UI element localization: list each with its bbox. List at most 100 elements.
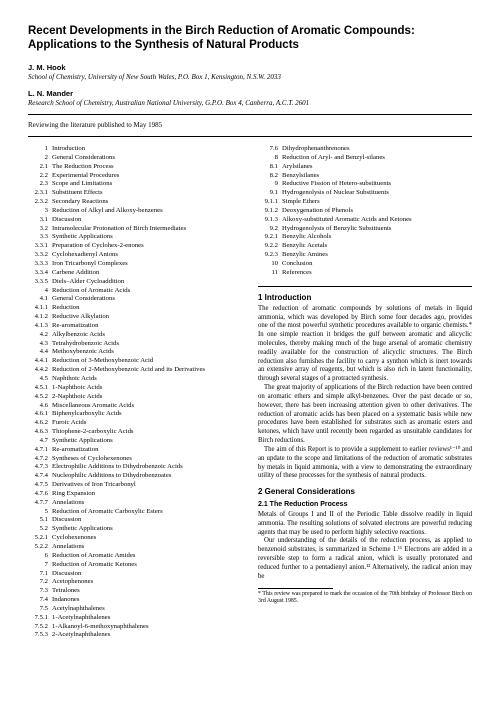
intro-paragraph-3: The aim of this Report is to provide a s… [258, 446, 472, 481]
toc-label: Reduction of Aromatic Acids [52, 287, 242, 296]
toc-number: 4.7.4 [28, 472, 52, 481]
toc-number: 7.2 [28, 578, 52, 587]
toc-label: Ring Expansion [52, 490, 242, 499]
toc-label: Reduction of Aryl- and Benzyl-silanes [282, 154, 472, 163]
toc-label: Syntheses of Cyclohexenones [52, 455, 242, 464]
toc-number: 9.2 [258, 225, 282, 234]
toc-label: Alkoxy-substituted Aromatic Acids and Ke… [282, 216, 472, 225]
toc-number: 9.2.3 [258, 251, 282, 260]
toc-entry: 7.5.11-Acetylnaphthalenes [28, 614, 242, 623]
toc-label: Annelations [52, 499, 242, 508]
toc-entry: 2.3Scope and Limitations [28, 180, 242, 189]
toc-number: 4.5.1 [28, 384, 52, 393]
toc-label: Deoxygenation of Phenols [282, 207, 472, 216]
toc-label: Synthetic Applications [52, 525, 242, 534]
toc-number: 4.5 [28, 375, 52, 384]
toc-entry: 3.3.5Diels–Alder Cycloaddition [28, 278, 242, 287]
toc-entry: 6Reduction of Aromatic Amides [28, 552, 242, 561]
toc-label: Arylsilanes [282, 163, 472, 172]
author-name: L. N. Mander [28, 89, 472, 98]
section-1-heading: 1 Introduction [258, 293, 472, 303]
toc-entry: 4.6Miscellaneous Aromatic Acids [28, 402, 242, 411]
toc-entry: 3.3.2Cyclohexadienyl Anions [28, 251, 242, 260]
toc-number: 3.3.4 [28, 269, 52, 278]
toc-number: 7.1 [28, 570, 52, 579]
toc-entry: 7.5Acetylnaphthalenes [28, 605, 242, 614]
toc-label: Experimental Procedures [52, 172, 242, 181]
toc-number: 3.3 [28, 233, 52, 242]
toc-entry: 10Conclusion [258, 260, 472, 269]
toc-entry: 4.5.11-Naphthoic Acids [28, 384, 242, 393]
toc-entry: 4.7.2Syntheses of Cyclohexenones [28, 455, 242, 464]
toc-entry: 7.5.21-Alkanoyl-6-methoxynaphthalenes [28, 623, 242, 632]
toc-number: 3.3.3 [28, 260, 52, 269]
toc-number: 9.1 [258, 189, 282, 198]
toc-number: 2.3.2 [28, 198, 52, 207]
toc-entry: 4.7.4Nucleophilic Additions to Dihydrobe… [28, 472, 242, 481]
toc-number: 4.1.2 [28, 313, 52, 322]
toc-entry: 4.5.22-Naphthoic Acids [28, 393, 242, 402]
toc-entry: 9.2.3Benzylic Amines [258, 251, 472, 260]
toc-entry: 11References [258, 269, 472, 278]
toc-label: Synthetic Applications [52, 437, 242, 446]
toc-label: Substituent Effects [52, 189, 242, 198]
toc-label: Discussion [52, 516, 242, 525]
toc-label: Acetylnaphthalenes [52, 605, 242, 614]
toc-entry: 2General Considerations [28, 154, 242, 163]
toc-entry: 4.4.2Reduction of 2-Methoxybenzoic Acid … [28, 366, 242, 375]
toc-number: 4.7 [28, 437, 52, 446]
toc-label: Introduction [52, 145, 242, 154]
toc-number: 8 [258, 154, 282, 163]
divider-bottom [28, 136, 472, 137]
right-column: 7.6Dihydrophenanthrenones8Reduction of A… [258, 145, 472, 640]
toc-number: 11 [258, 269, 282, 278]
toc-label: Tetrahydrobenzoic Acids [52, 340, 242, 349]
toc-number: 4.5.2 [28, 393, 52, 402]
author-affiliation: School of Chemistry, University of New S… [28, 73, 472, 81]
toc-entry: 4.6.2Furoic Acids [28, 419, 242, 428]
toc-entry: 7.3Tetralones [28, 587, 242, 596]
intro-paragraph-1: The reduction of aromatic compounds by s… [258, 305, 472, 384]
toc-entry: 9.1.1Simple Ethers [258, 198, 472, 207]
toc-entry: 4.1.3Re-aromatization [28, 322, 242, 331]
toc-number: 7.5.1 [28, 614, 52, 623]
section-2-1-heading: 2.1 The Reduction Process [258, 501, 472, 510]
toc-number: 8.1 [258, 163, 282, 172]
toc-label: Biphenylcarboxylic Acids [52, 410, 242, 419]
toc-label: Naphthoic Acids [52, 375, 242, 384]
toc-number: 6 [28, 552, 52, 561]
toc-entry: 3.3.4Carbene Addition [28, 269, 242, 278]
toc-number: 9.1.3 [258, 216, 282, 225]
toc-number: 4.7.1 [28, 446, 52, 455]
toc-number: 4.7.3 [28, 463, 52, 472]
toc-label: Reductive Alkylation [52, 313, 242, 322]
toc-number: 9.2.1 [258, 233, 282, 242]
toc-entry: 9.2.2Benzylic Acetals [258, 242, 472, 251]
s2-1-paragraph-1: Metals of Groups I and II of the Periodi… [258, 511, 472, 537]
toc-number: 9.1.2 [258, 207, 282, 216]
toc-entry: 4.2Alkylbenzoic Acids [28, 331, 242, 340]
left-column: 1Introduction2General Considerations2.1T… [28, 145, 242, 640]
toc-number: 4 [28, 287, 52, 296]
toc-label: Simple Ethers [282, 198, 472, 207]
toc-number: 3.2 [28, 225, 52, 234]
toc-number: 5.2.1 [28, 534, 52, 543]
toc-label: Acetophenones [52, 578, 242, 587]
toc-entry: 7Reduction of Aromatic Ketones [28, 561, 242, 570]
toc-entry: 4.4.1Reduction of 3-Methoxybenzoic Acid [28, 357, 242, 366]
toc-number: 5.2 [28, 525, 52, 534]
toc-left: 1Introduction2General Considerations2.1T… [28, 145, 242, 640]
toc-entry: 4.1.2Reductive Alkylation [28, 313, 242, 322]
toc-entry: 4.7.1Re-aromatization [28, 446, 242, 455]
toc-label: Discussion [52, 216, 242, 225]
toc-entry: 9.2Hydrogenolysis of Benzylic Substituen… [258, 225, 472, 234]
toc-number: 4.2 [28, 331, 52, 340]
toc-number: 9.1.1 [258, 198, 282, 207]
toc-label: Alkylbenzoic Acids [52, 331, 242, 340]
toc-entry: 3Reduction of Alkyl and Alkoxy-benzenes [28, 207, 242, 216]
toc-entry: 4.7.6Ring Expansion [28, 490, 242, 499]
toc-number: 5.1 [28, 516, 52, 525]
toc-label: Reductive Fission of Hetero-substituents [282, 180, 472, 189]
toc-label: 1-Acetylnaphthalenes [52, 614, 242, 623]
toc-label: General Considerations [52, 295, 242, 304]
